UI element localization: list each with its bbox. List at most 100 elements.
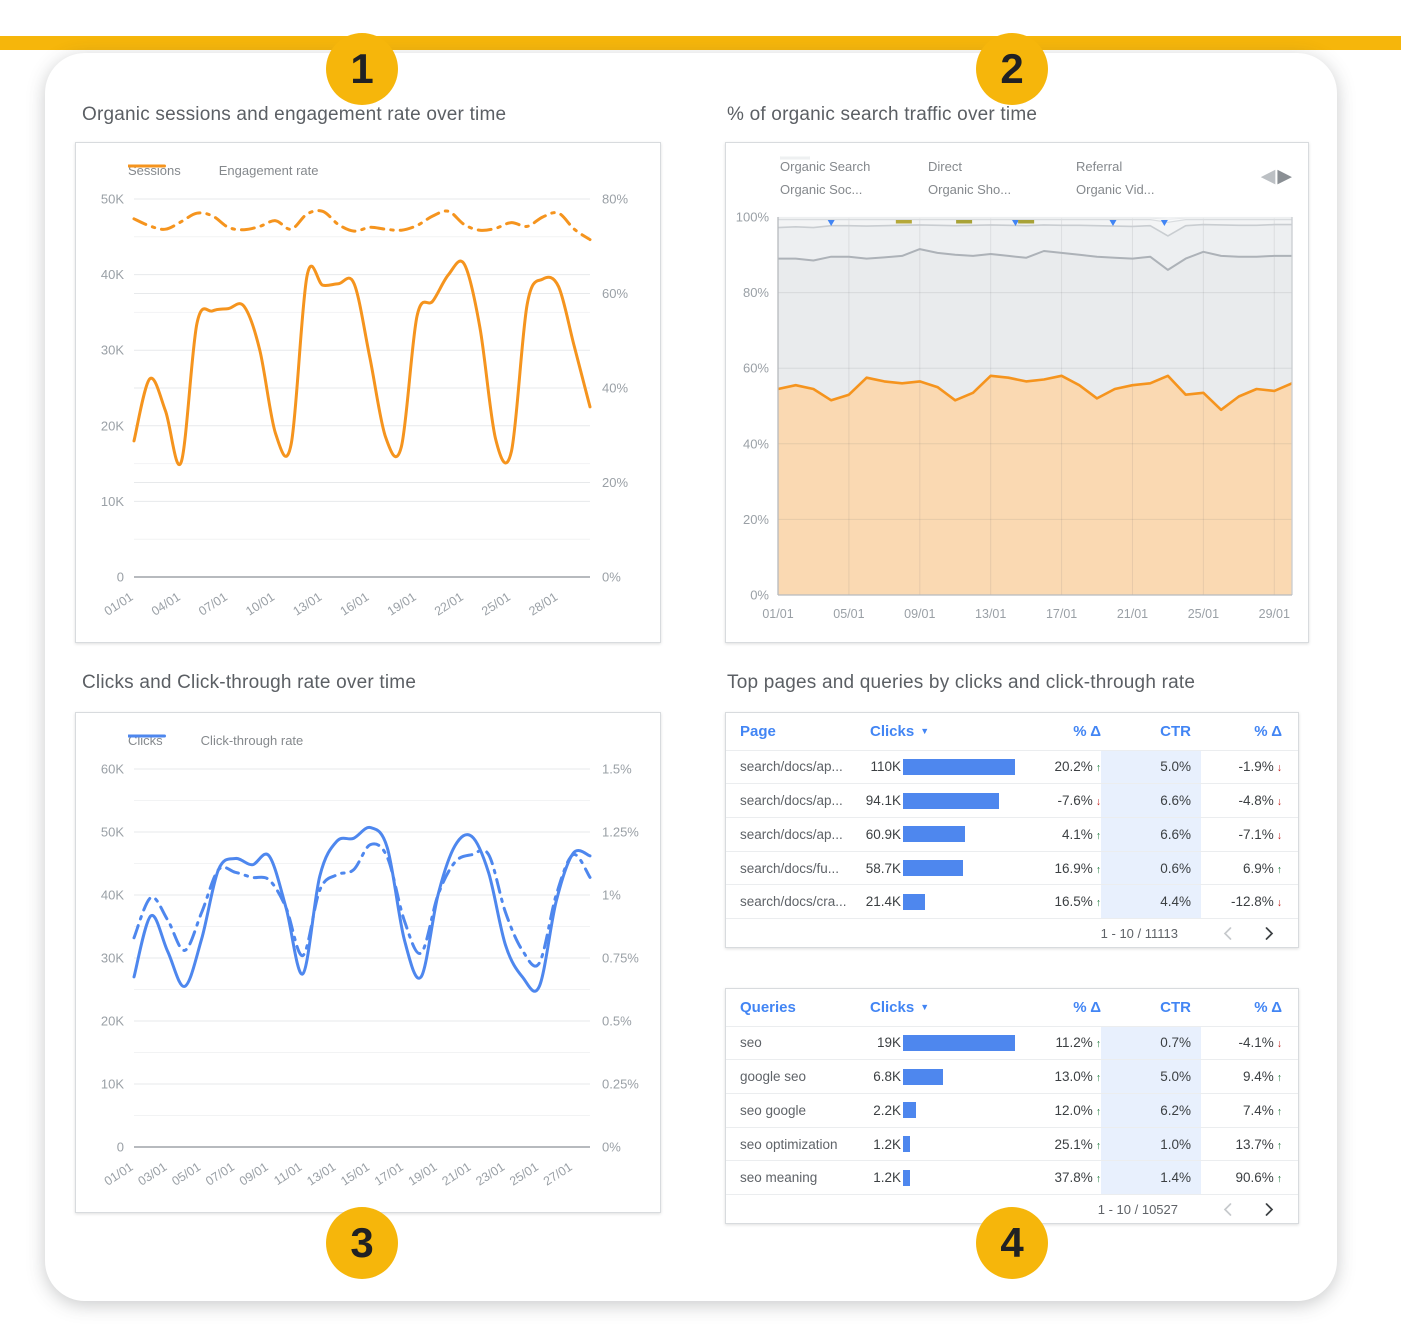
- clicks-chart-title: Clicks and Click-through rate over time: [82, 672, 417, 693]
- ctr-delta-column-header[interactable]: % Δ: [1254, 998, 1282, 1016]
- svg-text:60K: 60K: [101, 762, 124, 777]
- legend-item-organic-shopping: Organic Sho...: [780, 156, 1076, 197]
- page-prev-icon[interactable]: [1212, 926, 1242, 941]
- ctr-delta-value: -1.9% ↓: [1238, 759, 1282, 775]
- svg-text:27/01: 27/01: [541, 1160, 575, 1189]
- annotation-badge-3: 3: [326, 1207, 398, 1279]
- svg-text:80%: 80%: [602, 192, 628, 207]
- clicks-value: 58.7K: [865, 860, 901, 876]
- pages-column-header[interactable]: Page: [740, 722, 776, 740]
- ctr-delta-value: 90.6% ↑: [1235, 1170, 1282, 1186]
- legend-item-engagement-rate: Engagement rate: [128, 163, 318, 178]
- ctr-value: 6.6%: [1101, 817, 1201, 851]
- svg-text:01/01: 01/01: [102, 590, 136, 619]
- ctr-value: 1.0%: [1101, 1127, 1201, 1161]
- delta-down-icon: ↓: [1276, 829, 1282, 842]
- sort-descending-icon[interactable]: ▼: [920, 1001, 930, 1012]
- legend-item-organic-search: Organic Search: [780, 156, 928, 174]
- clicks-bar-cell: [901, 826, 1026, 843]
- svg-text:09/01: 09/01: [904, 607, 935, 621]
- ctr-delta-value: 6.9% ↑: [1242, 860, 1282, 876]
- clicks-value: 110K: [870, 759, 901, 775]
- clicks-bar: [903, 826, 965, 843]
- svg-text:40%: 40%: [743, 436, 769, 451]
- queries-table-header: Queries Clicks ▼ % Δ CTR % Δ: [726, 989, 1298, 1026]
- ctr-value: 6.2%: [1101, 1093, 1201, 1127]
- table-row: seo optimization 1.2K 25.1% ↑ 1.0% 13.7% ↑: [726, 1126, 1298, 1161]
- svg-text:07/01: 07/01: [203, 1160, 237, 1189]
- clicks-value: 1.2K: [873, 1170, 901, 1186]
- clicks-chart-canvas: 60K 50K 40K 30K 20K 10K 0 1.5% 1.25% 1% 0.75% 0.5% 0…: [101, 762, 639, 1189]
- ctr-value: 4.4%: [1101, 885, 1201, 919]
- svg-text:01/01: 01/01: [762, 607, 793, 621]
- page-prev-icon[interactable]: [1212, 1202, 1242, 1217]
- svg-text:21/01: 21/01: [1117, 607, 1148, 621]
- legend-prev-icon[interactable]: ◀: [1260, 166, 1276, 187]
- delta-down-icon: ↓: [1095, 796, 1101, 809]
- clicks-value: 1.2K: [873, 1136, 901, 1152]
- clicks-delta-column-header[interactable]: % Δ: [1073, 998, 1101, 1016]
- clicks-delta-value: 4.1% ↑: [1061, 826, 1101, 842]
- svg-text:0: 0: [117, 570, 124, 585]
- clicks-column-header[interactable]: Clicks ▼: [870, 722, 930, 740]
- tables-title: Top pages and queries by clicks and clic…: [727, 672, 1196, 693]
- delta-down-icon: ↓: [1276, 762, 1282, 775]
- pages-cell: search/docs/ap...: [740, 826, 843, 842]
- ctr-column-header[interactable]: CTR: [1160, 998, 1191, 1016]
- ctr-delta-column-header[interactable]: % Δ: [1254, 722, 1282, 740]
- table-row: search/docs/cra... 21.4K 16.5% ↑ 4.4% -12.8% ↓: [726, 884, 1298, 919]
- svg-text:100%: 100%: [736, 210, 770, 225]
- queries-column-header[interactable]: Queries: [740, 998, 796, 1016]
- clicks-delta-value: 20.2% ↑: [1054, 759, 1101, 775]
- delta-up-icon: ↑: [1095, 1072, 1101, 1085]
- svg-text:50K: 50K: [101, 192, 124, 207]
- svg-text:80%: 80%: [743, 285, 769, 300]
- clicks-delta-value: 37.8% ↑: [1054, 1170, 1101, 1186]
- clicks-column-header[interactable]: Clicks ▼: [870, 998, 930, 1016]
- svg-text:22/01: 22/01: [432, 590, 466, 619]
- legend-label: Organic Sho...: [928, 182, 1012, 197]
- svg-text:25/01: 25/01: [507, 1160, 541, 1189]
- queries-cell: seo optimization: [740, 1136, 838, 1152]
- svg-text:10/01: 10/01: [243, 590, 277, 619]
- svg-text:30K: 30K: [101, 951, 124, 966]
- sort-descending-icon[interactable]: ▼: [920, 725, 930, 736]
- clicks-bar-cell: [901, 893, 1026, 910]
- sessions-chart-legend: Sessions Engagement rate: [128, 163, 318, 178]
- traffic-chart-panel: Organic Search Direct Referral Organic S…: [725, 142, 1309, 643]
- pages-table-header: Page Clicks ▼ % Δ CTR % Δ: [726, 713, 1298, 750]
- svg-text:13/01: 13/01: [304, 1160, 338, 1189]
- clicks-value: 19K: [876, 1035, 901, 1051]
- svg-text:13/01: 13/01: [290, 590, 324, 619]
- annotation-badge-2: 2: [976, 33, 1048, 105]
- legend-next-icon[interactable]: ▶: [1277, 166, 1292, 187]
- clicks-bar: [903, 792, 999, 809]
- ctr-value: 0.7%: [1101, 1026, 1201, 1060]
- legend-label: Organic Soc...: [780, 182, 863, 197]
- clicks-bar-cell: [901, 1136, 1026, 1153]
- clicks-value: 94.1K: [865, 793, 901, 809]
- ctr-value: 0.6%: [1101, 851, 1201, 885]
- svg-text:20K: 20K: [101, 1014, 124, 1029]
- ctr-line-sample-icon: [128, 734, 168, 738]
- queries-cell: seo google: [740, 1102, 807, 1118]
- clicks-delta-column-header[interactable]: % Δ: [1073, 722, 1101, 740]
- ctr-delta-value: 7.4% ↑: [1242, 1102, 1282, 1118]
- delta-up-icon: ↑: [1276, 1072, 1282, 1085]
- page-next-icon[interactable]: [1254, 926, 1284, 941]
- delta-up-icon: ↑: [1095, 897, 1101, 910]
- svg-text:1.25%: 1.25%: [602, 825, 639, 840]
- clicks-value: 6.8K: [873, 1069, 901, 1085]
- delta-up-icon: ↑: [1095, 829, 1101, 842]
- ctr-value: 6.6%: [1101, 784, 1201, 817]
- traffic-chart-canvas: 100% 80% 60% 40% 20% 0% 01/01 05/01 09/01 13/01 17…: [736, 210, 1293, 621]
- ctr-column-header[interactable]: CTR: [1160, 722, 1191, 740]
- ctr-value: 5.0%: [1101, 1060, 1201, 1093]
- badge-number: 3: [350, 1219, 374, 1266]
- legend-label: Referral: [1076, 159, 1123, 174]
- annotation-badge-4: 4: [976, 1207, 1048, 1279]
- legend-item-ctr: Click-through rate: [128, 733, 303, 748]
- legend-pager: ◀ ▶: [1261, 167, 1292, 186]
- svg-text:10K: 10K: [101, 1077, 124, 1092]
- page-next-icon[interactable]: [1254, 1202, 1284, 1217]
